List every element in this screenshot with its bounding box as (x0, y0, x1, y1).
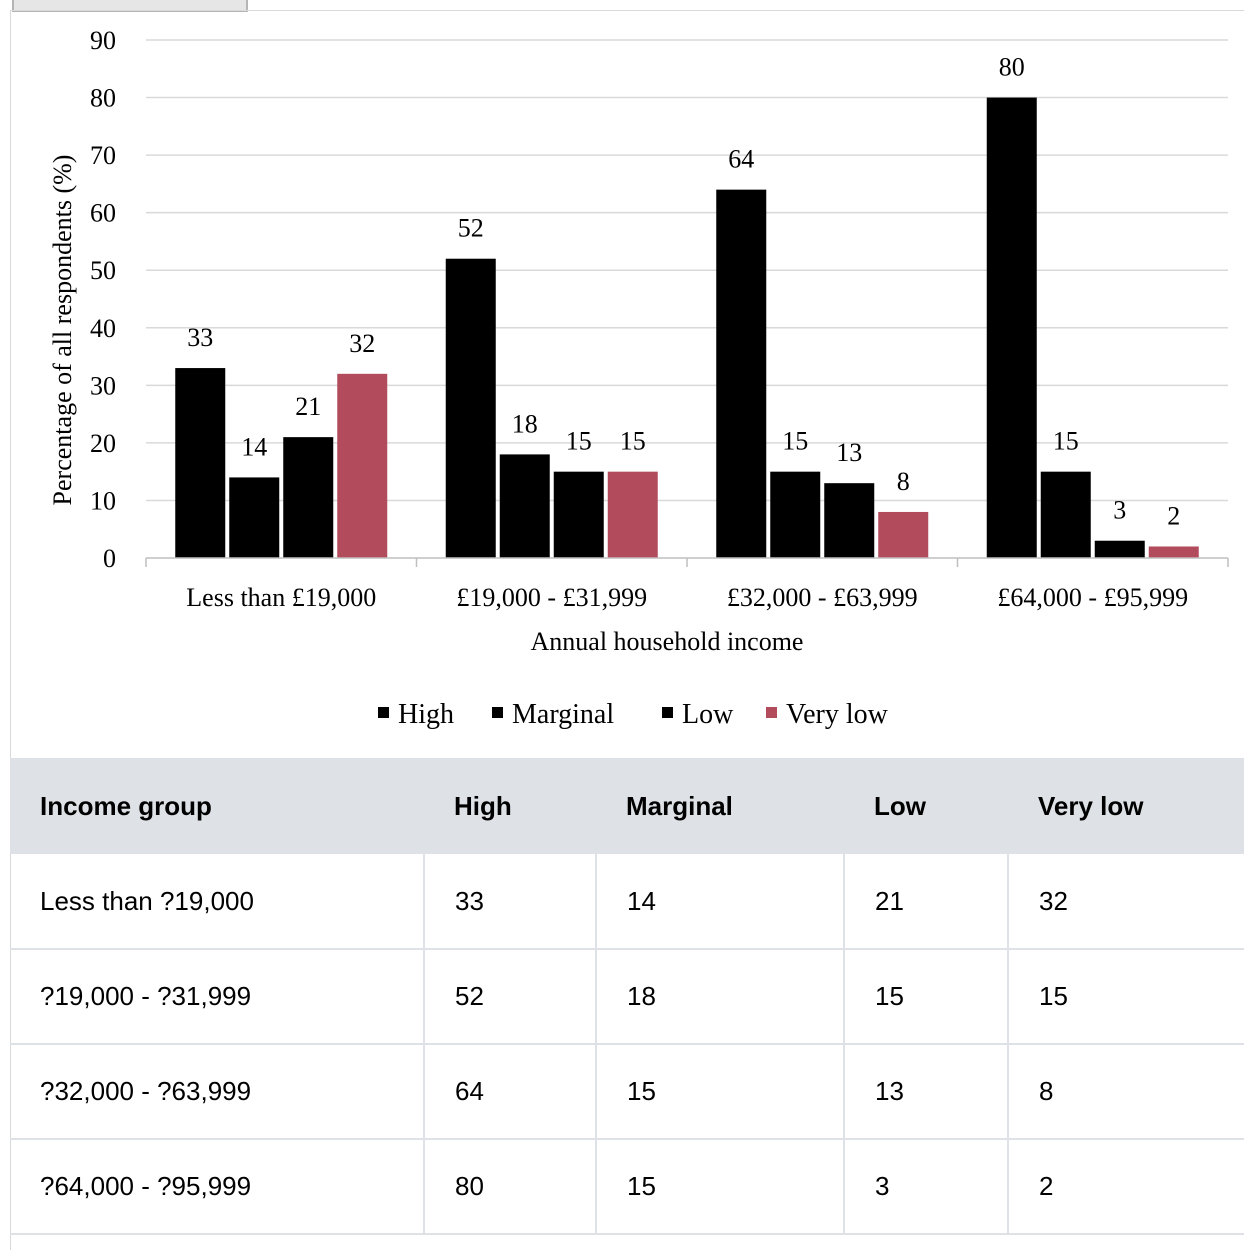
table-row: ?19,000 - ?31,999 52 18 15 15 (10, 949, 1244, 1045)
data-label: 14 (241, 432, 267, 461)
bar (824, 483, 875, 558)
x-tick-label: £19,000 - £31,999 (456, 583, 647, 612)
data-table: Income group High Marginal Low Very low … (10, 758, 1244, 1235)
data-label: 80 (999, 53, 1025, 82)
bar (770, 471, 821, 558)
data-label: 13 (836, 438, 862, 467)
cell-high: 64 (424, 1044, 597, 1140)
y-tick-label: 60 (90, 199, 116, 228)
bar (878, 511, 929, 558)
data-label: 21 (295, 392, 321, 421)
legend-label: High (398, 699, 454, 730)
header-marginal: Marginal (596, 758, 844, 854)
cell-low: 13 (844, 1044, 1009, 1140)
y-tick-label: 10 (90, 486, 116, 515)
bar-chart: 0 10 20 30 40 50 60 70 80 90 33 52 64 80 14 18 15 15 21 15… (48, 26, 1229, 730)
cell-income-group: ?32,000 - ?63,999 (10, 1044, 425, 1140)
cell-very-low: 2 (1008, 1139, 1244, 1235)
bar (607, 471, 658, 558)
y-tick-label: 50 (90, 256, 116, 285)
y-tick-label: 0 (103, 544, 116, 573)
y-tick-label: 70 (90, 141, 116, 170)
legend-swatch (378, 707, 389, 718)
data-label: 15 (1053, 427, 1079, 456)
bar (445, 258, 496, 558)
data-label: 64 (728, 145, 754, 174)
bar (229, 477, 280, 558)
table-row: ?64,000 - ?95,999 80 15 3 2 (10, 1139, 1244, 1235)
table-header-row: Income group High Marginal Low Very low (10, 758, 1244, 854)
data-label: 15 (782, 427, 808, 456)
cell-marginal: 18 (596, 949, 845, 1045)
bar (175, 368, 226, 558)
cell-marginal: 15 (596, 1139, 845, 1235)
y-tick-label: 20 (90, 429, 116, 458)
y-axis-title: Percentage of all respondents (%) (48, 155, 77, 506)
header-income-group: Income group (10, 758, 424, 854)
cell-marginal: 14 (596, 854, 845, 950)
bar (986, 97, 1037, 559)
table-row: ?32,000 - ?63,999 64 15 13 8 (10, 1044, 1244, 1140)
bar (1148, 546, 1199, 558)
data-label: 15 (566, 427, 592, 456)
cell-high: 33 (424, 854, 597, 950)
data-label: 52 (458, 214, 484, 243)
data-labels: 33 52 64 80 14 18 15 15 21 15 13 3 32 15 8 2 (187, 53, 1180, 531)
legend-swatch (492, 707, 503, 718)
cell-marginal: 15 (596, 1044, 845, 1140)
header-high: High (424, 758, 596, 854)
cell-income-group: Less than ?19,000 (10, 854, 425, 950)
cell-high: 52 (424, 949, 597, 1045)
y-tick-label: 80 (90, 84, 116, 113)
legend: High Marginal Low Very low (378, 699, 889, 730)
data-label: 15 (620, 427, 646, 456)
legend-label: Very low (786, 699, 889, 730)
bar (337, 373, 388, 558)
bar (716, 189, 767, 558)
x-tick-label: Less than £19,000 (186, 583, 376, 612)
bar (283, 437, 334, 558)
cell-very-low: 8 (1008, 1044, 1244, 1140)
header-low: Low (844, 758, 1008, 854)
cell-low: 15 (844, 949, 1009, 1045)
cell-income-group: ?64,000 - ?95,999 (10, 1139, 425, 1235)
cell-low: 3 (844, 1139, 1009, 1235)
legend-swatch (766, 707, 777, 718)
bar (499, 454, 550, 558)
data-label: 2 (1167, 501, 1180, 530)
y-tick-label: 40 (90, 314, 116, 343)
y-tick-labels: 0 10 20 30 40 50 60 70 80 90 (90, 26, 116, 573)
cell-low: 21 (844, 854, 1009, 950)
y-tick-label: 90 (90, 26, 116, 55)
data-label: 18 (512, 409, 538, 438)
y-tick-label: 30 (90, 371, 116, 400)
x-axis-title: Annual household income (531, 627, 804, 656)
chart-frame (10, 10, 1244, 1250)
cell-high: 80 (424, 1139, 597, 1235)
bars (175, 97, 1199, 559)
bar (1040, 471, 1091, 558)
data-label: 32 (349, 329, 375, 358)
x-axis: Less than £19,000 £19,000 - £31,999 £32,00… (145, 557, 1229, 612)
tab-stub (12, 0, 248, 12)
data-label: 3 (1113, 496, 1126, 525)
table-row: Less than ?19,000 33 14 21 32 (10, 854, 1244, 950)
header-very-low: Very low (1008, 758, 1244, 854)
data-label: 8 (897, 467, 910, 496)
bar (553, 471, 604, 558)
x-tick-label: £64,000 - £95,999 (997, 583, 1188, 612)
legend-label: Marginal (512, 699, 614, 730)
cell-very-low: 15 (1008, 949, 1244, 1045)
legend-swatch (662, 707, 673, 718)
x-tick-label: £32,000 - £63,999 (727, 583, 918, 612)
legend-label: Low (682, 699, 734, 730)
cell-very-low: 32 (1008, 854, 1244, 950)
bar (1094, 540, 1145, 558)
data-label: 33 (187, 323, 213, 352)
cell-income-group: ?19,000 - ?31,999 (10, 949, 425, 1045)
